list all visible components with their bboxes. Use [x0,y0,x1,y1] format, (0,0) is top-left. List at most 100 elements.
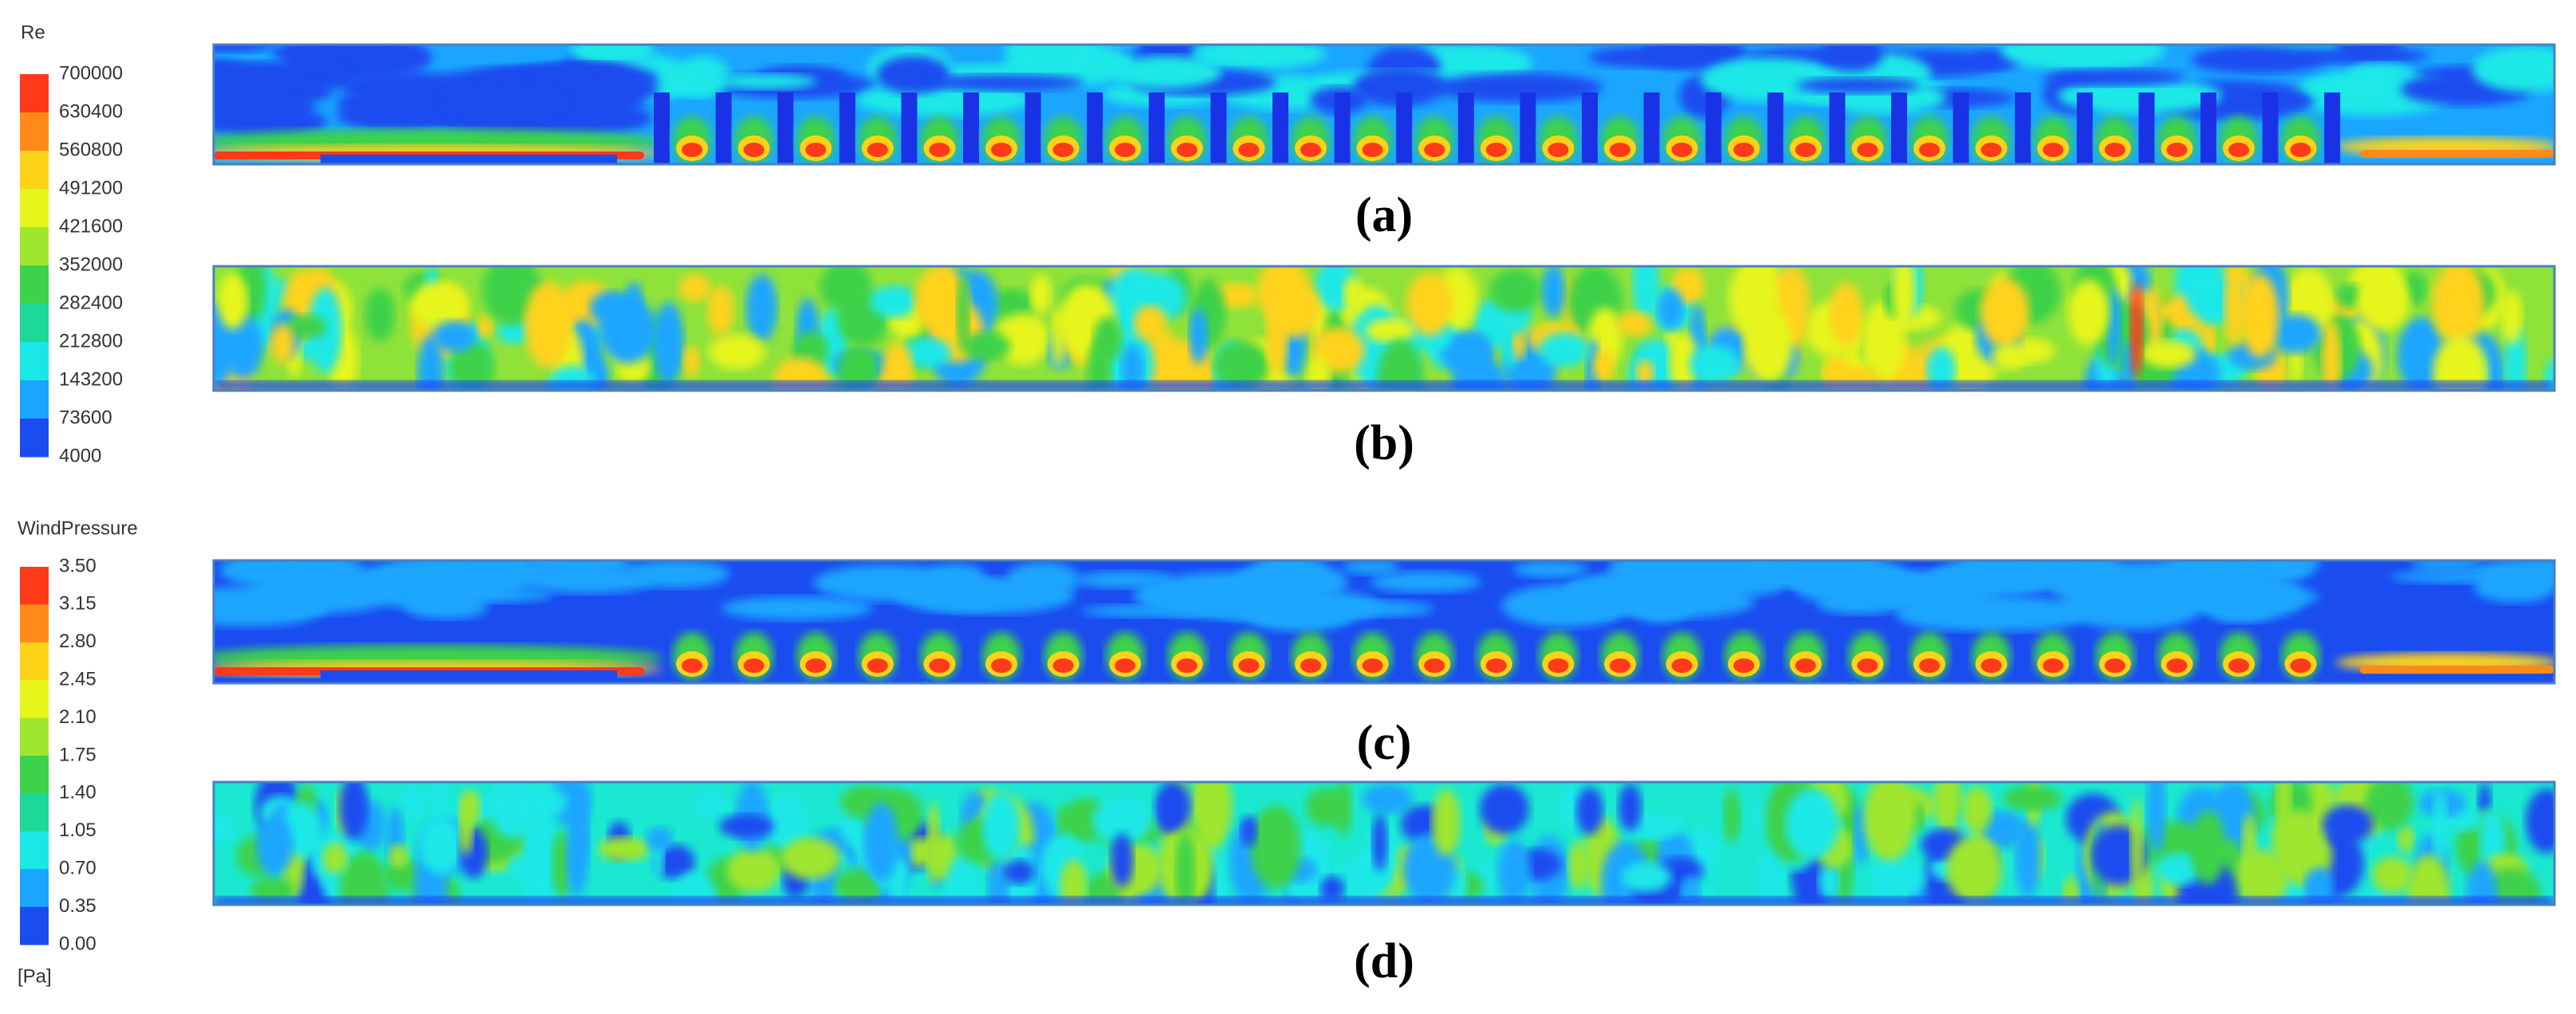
contour-region [349,564,477,592]
contour-region [721,596,873,621]
contour-region [600,296,656,364]
contour-region [1300,143,1321,157]
contour-region [2447,292,2469,348]
contour-region [1431,788,1461,857]
contour-region [1110,833,1134,888]
contour-region [339,851,389,905]
legend-tick: 143200 [59,368,123,390]
color-band [20,112,49,151]
contour-region [805,658,827,673]
column [1829,92,1846,164]
contour-region [745,274,778,342]
contour-region [2130,798,2143,894]
contour-region [1622,862,1672,893]
column [2262,92,2279,164]
contour-region [1369,571,1481,593]
contour-region [914,266,969,335]
contour-region [1819,863,1840,900]
contour-region [1241,816,1257,847]
contour-region [2166,143,2188,157]
contour-region [743,658,765,673]
contour-region [525,102,653,135]
column [1457,92,1474,164]
contour-region [1189,308,1209,364]
contour-region [1733,143,1755,157]
color-band [20,906,49,945]
contour-region [707,285,734,336]
contour-region [1052,143,1074,157]
contour-region [214,90,315,123]
color-band [20,680,49,719]
contour-region [1980,658,2002,673]
contour-region [1238,658,1260,673]
contour-region [1365,318,1415,344]
contour-region [1362,143,1383,157]
contour-region [1030,274,1052,314]
contour-region [1919,658,1940,673]
contour-region [1933,782,1962,831]
contour-region [1863,782,1915,861]
contour-region [1689,345,1740,383]
contour-region [714,73,817,89]
contour-region [929,143,950,157]
contour-region [1371,813,1388,872]
contour-region [1795,77,1921,94]
contour-region [2335,283,2364,309]
contour-region [214,812,236,845]
contour-region [339,782,369,841]
contour-region [214,45,274,53]
contour-region [1576,787,1603,835]
contour-region [765,792,810,852]
contour-region [1744,308,1793,383]
contour-region [1115,143,1136,157]
contour-region [2142,340,2196,368]
color-band [20,304,49,343]
contour-region [1238,143,1260,157]
contour-region [1671,143,1693,157]
legend-tick: 421600 [59,215,123,237]
panel-frame [212,265,2556,392]
legend-tick: 3.50 [59,555,96,576]
panel-label: (b) [1354,416,1414,470]
contour-region [863,803,899,883]
contour-region [2228,143,2249,157]
contour-region [1669,332,1699,391]
contour-region [1362,658,1383,673]
contour-region [523,871,548,905]
contour-region [901,338,951,368]
column [777,92,794,164]
contour-region [2501,289,2523,344]
column [839,92,855,164]
column [1272,92,1288,164]
contour-region [1618,783,1642,831]
contour-region [1892,266,1916,331]
contour-region [719,814,775,839]
color-band [20,151,49,190]
contour-region [2472,45,2554,92]
contour-region [991,143,1012,157]
contour-region [1133,584,1188,607]
contour-region [678,273,711,302]
contour-region [2106,288,2122,366]
contour-region [929,658,950,673]
contour-region [672,872,717,905]
contour-region [682,658,702,673]
contour-region [388,843,409,869]
column [1953,92,1969,164]
contour-region [2104,143,2126,157]
legend-tick: 560800 [59,139,123,160]
contour-region [1541,266,1565,317]
contour-region [1820,45,1884,73]
legend-unit: [Pa] [18,965,52,987]
column [963,92,979,164]
column [1087,92,1103,164]
contour-region [1929,560,2057,598]
legend-tick: 491200 [59,177,123,198]
contour-region [518,565,656,594]
contour-region [1539,332,1589,367]
contour-region [285,314,327,340]
contour-region [1497,839,1531,905]
column [2200,92,2216,164]
column [1396,92,1413,164]
legend-tick: 3.15 [59,593,96,615]
